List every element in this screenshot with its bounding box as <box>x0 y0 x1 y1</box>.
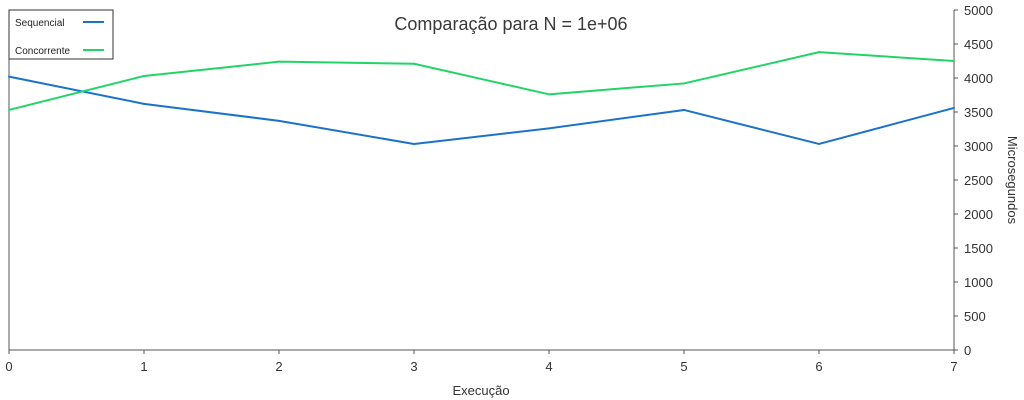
data-point-concorrente <box>953 60 955 62</box>
x-tick-label: 6 <box>815 359 822 374</box>
x-tick-label: 2 <box>275 359 282 374</box>
y-tick-label: 4000 <box>964 71 993 86</box>
data-point-concorrente <box>278 60 280 63</box>
y-tick-label: 2500 <box>964 173 993 188</box>
data-point-sequencial <box>818 142 820 145</box>
y-tick-label: 1500 <box>964 241 993 256</box>
y-tick-label: 2000 <box>964 207 993 222</box>
y-tick-label: 1000 <box>964 275 993 290</box>
series-line-sequencial <box>8 75 955 145</box>
series-line-concorrente <box>8 51 955 111</box>
legend: Sequencial Concorrente <box>8 9 114 60</box>
y-tick-label: 3500 <box>964 105 993 120</box>
data-point-concorrente <box>683 82 685 85</box>
data-point-sequencial <box>143 102 145 105</box>
data-point-concorrente <box>143 74 145 77</box>
data-point-concorrente <box>8 108 10 111</box>
y-tick-label: 500 <box>964 309 986 324</box>
data-point-sequencial <box>278 119 280 122</box>
y-tick-label: 5000 <box>964 3 993 18</box>
axes: 0 1 2 3 4 5 6 705001000150020002500300035004000… <box>5 3 993 374</box>
y-tick-label: 4500 <box>964 37 993 52</box>
data-point-concorrente <box>548 93 550 96</box>
data-point-sequencial <box>953 106 955 109</box>
chart-title: Comparação para N = 1e+06 <box>394 14 627 34</box>
x-tick-label: 3 <box>410 359 417 374</box>
x-tick-label: 4 <box>545 359 552 374</box>
series-lines <box>8 51 955 145</box>
y-tick-label: 3000 <box>964 139 993 154</box>
data-point-concorrente <box>818 51 820 54</box>
x-tick-label: 0 <box>5 359 12 374</box>
legend-label: Sequencial <box>15 18 64 29</box>
y-axis-label: Microsegundos <box>1005 136 1020 225</box>
data-point-concorrente <box>413 62 415 65</box>
y-tick-label: 0 <box>964 343 971 358</box>
x-tick-label: 5 <box>680 359 687 374</box>
x-tick-label: 1 <box>140 359 147 374</box>
data-point-sequencial <box>8 75 10 78</box>
data-point-sequencial <box>413 142 415 145</box>
x-tick-label: 7 <box>950 359 957 374</box>
legend-label: Concorrente <box>15 46 70 57</box>
data-point-sequencial <box>548 127 550 130</box>
data-point-sequencial <box>683 108 685 111</box>
x-axis-label: Execução <box>452 383 509 398</box>
